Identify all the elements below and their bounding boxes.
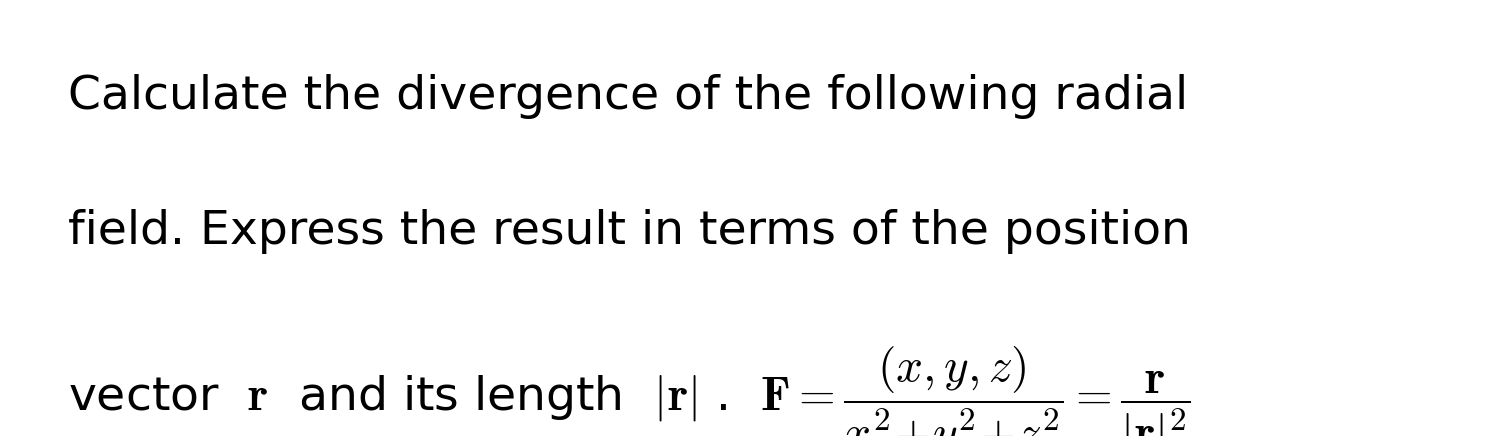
Text: Calculate the divergence of the following radial: Calculate the divergence of the followin… — [68, 74, 1188, 119]
Text: field. Express the result in terms of the position: field. Express the result in terms of th… — [68, 209, 1191, 254]
Text: vector  $\mathbf{r}$  and its length  $|\mathbf{r}|$ .  $\mathbf{F} = \dfrac{(x,: vector $\mathbf{r}$ and its length $|\ma… — [68, 344, 1191, 436]
